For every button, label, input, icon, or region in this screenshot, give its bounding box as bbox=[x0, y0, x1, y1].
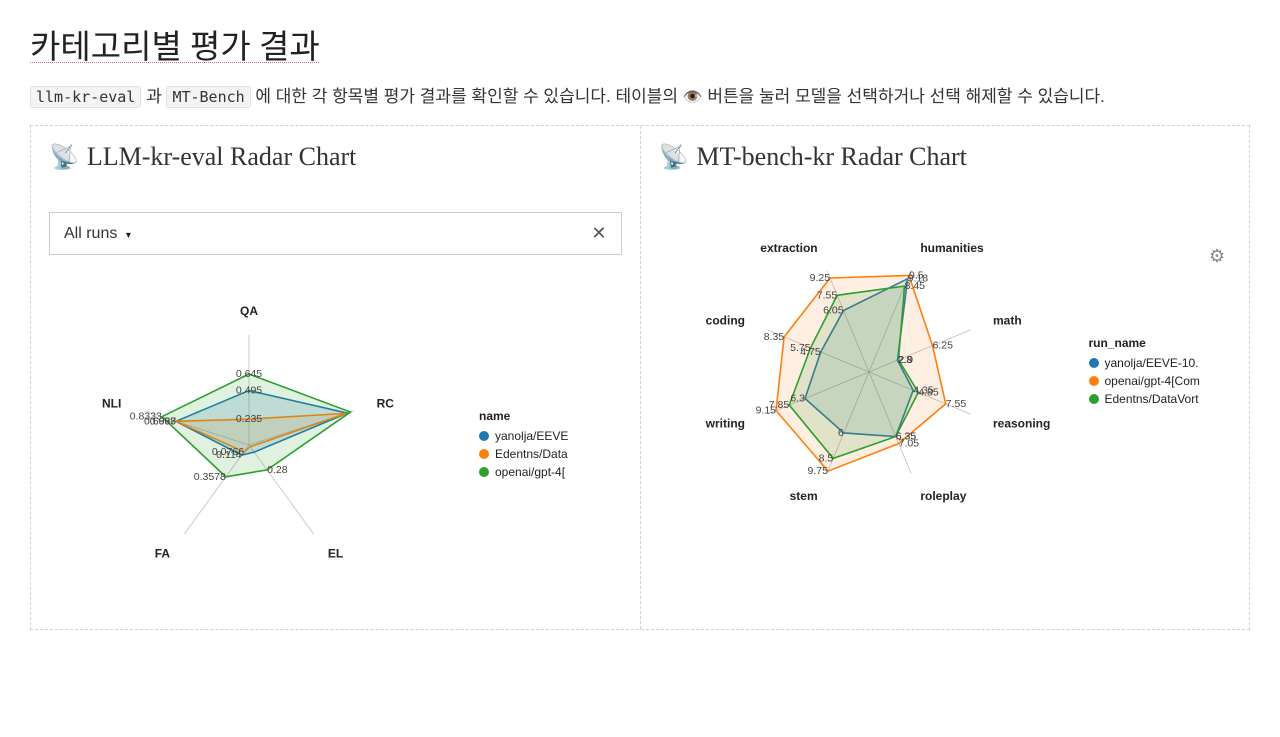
svg-text:9.18: 9.18 bbox=[907, 273, 928, 285]
legend-item[interactable]: openai/gpt-4[Com bbox=[1089, 372, 1200, 390]
subtitle-text: 에 대한 각 항목별 평가 결과를 확인할 수 있습니다. 테이블의 bbox=[251, 87, 683, 106]
legend-color-dot bbox=[1089, 394, 1099, 404]
right-panel-title: 📡 MT-bench-kr Radar Chart bbox=[659, 142, 1232, 172]
svg-text:reasoning: reasoning bbox=[992, 416, 1049, 430]
legend-color-dot bbox=[1089, 376, 1099, 386]
svg-text:7.55: 7.55 bbox=[945, 398, 966, 410]
svg-text:7.55: 7.55 bbox=[816, 289, 837, 301]
svg-text:0.6967: 0.6967 bbox=[144, 415, 176, 427]
legend-label: Edentns/Data bbox=[495, 445, 568, 463]
right-chart-wrap: humanities math reasoning roleplay stem writi… bbox=[659, 212, 1232, 532]
svg-text:0.3578: 0.3578 bbox=[194, 471, 226, 483]
svg-text:2.8: 2.8 bbox=[897, 354, 912, 366]
legend-color-dot bbox=[479, 431, 489, 441]
svg-text:stem: stem bbox=[789, 489, 817, 503]
right-panel: 📡 MT-bench-kr Radar Chart ⚙ humanities ma… bbox=[640, 126, 1250, 629]
svg-text:6.35: 6.35 bbox=[895, 431, 916, 443]
selector-label: All runs bbox=[64, 225, 117, 242]
svg-text:NLI: NLI bbox=[102, 397, 121, 411]
svg-text:0.114: 0.114 bbox=[216, 449, 242, 461]
svg-text:writing: writing bbox=[704, 416, 744, 430]
legend-item[interactable]: openai/gpt-4[ bbox=[479, 463, 568, 481]
svg-text:7.85: 7.85 bbox=[768, 399, 789, 411]
legend-item[interactable]: yanolja/EEVE-10. bbox=[1089, 354, 1200, 372]
clear-icon[interactable]: ✕ bbox=[591, 223, 606, 244]
chevron-down-icon: ▾ bbox=[126, 230, 131, 241]
legend-color-dot bbox=[479, 467, 489, 477]
legend-color-dot bbox=[1089, 358, 1099, 368]
legend-item[interactable]: yanolja/EEVE bbox=[479, 427, 568, 445]
code-mt-bench: MT-Bench bbox=[166, 86, 250, 108]
left-chart-wrap: QARCELFANLI0.2350.4950.6450.280.35780.07… bbox=[49, 285, 622, 605]
svg-text:0.645: 0.645 bbox=[236, 368, 262, 380]
legend-title: run_name bbox=[1089, 336, 1200, 350]
svg-text:FA: FA bbox=[155, 547, 171, 561]
satellite-icon: 📡 bbox=[49, 143, 79, 172]
svg-text:RC: RC bbox=[377, 397, 395, 411]
legend-label: openai/gpt-4[Com bbox=[1105, 372, 1200, 390]
svg-text:0.28: 0.28 bbox=[267, 464, 288, 476]
svg-text:6.05: 6.05 bbox=[823, 305, 844, 317]
left-panel: 📡 LLM-kr-eval Radar Chart All runs ▾ ✕ Q… bbox=[31, 126, 640, 629]
legend-label: Edentns/DataVort bbox=[1105, 390, 1199, 408]
svg-text:extraction: extraction bbox=[760, 241, 817, 255]
legend-label: yanolja/EEVE-10. bbox=[1105, 354, 1199, 372]
svg-text:EL: EL bbox=[328, 547, 343, 561]
svg-text:4.35: 4.35 bbox=[913, 384, 934, 396]
svg-text:8.35: 8.35 bbox=[763, 331, 784, 343]
subtitle-text: 과 bbox=[141, 87, 166, 106]
eye-icon: 👁️ bbox=[683, 89, 703, 106]
right-panel-title-text: MT-bench-kr Radar Chart bbox=[696, 142, 967, 172]
legend-color-dot bbox=[479, 449, 489, 459]
svg-text:9.75: 9.75 bbox=[807, 465, 828, 477]
svg-text:6.25: 6.25 bbox=[932, 340, 953, 352]
svg-text:9.25: 9.25 bbox=[809, 272, 830, 284]
svg-text:roleplay: roleplay bbox=[920, 489, 966, 503]
left-panel-title-text: LLM-kr-eval Radar Chart bbox=[87, 142, 356, 172]
page-subtitle: llm-kr-eval 과 MT-Bench 에 대한 각 항목별 평가 결과를… bbox=[30, 82, 1250, 107]
subtitle-text: 버튼을 눌러 모델을 선택하거나 선택 해제할 수 있습니다. bbox=[703, 87, 1105, 106]
left-panel-title: 📡 LLM-kr-eval Radar Chart bbox=[49, 142, 622, 172]
svg-text:0.235: 0.235 bbox=[236, 413, 262, 425]
runs-selector[interactable]: All runs ▾ ✕ bbox=[49, 212, 622, 255]
legend-title: name bbox=[479, 409, 568, 423]
svg-text:humanities: humanities bbox=[920, 241, 984, 255]
svg-text:6.3: 6.3 bbox=[790, 393, 805, 405]
svg-text:QA: QA bbox=[240, 304, 258, 318]
svg-text:coding: coding bbox=[705, 314, 744, 328]
legend-item[interactable]: Edentns/Data bbox=[479, 445, 568, 463]
legend-label: openai/gpt-4[ bbox=[495, 463, 565, 481]
svg-text:4.75: 4.75 bbox=[800, 346, 821, 358]
gear-icon[interactable]: ⚙ bbox=[1209, 246, 1225, 267]
svg-text:6: 6 bbox=[837, 427, 843, 439]
legend-label: yanolja/EEVE bbox=[495, 427, 568, 445]
left-radar-chart: QARCELFANLI0.2350.4950.6450.280.35780.07… bbox=[49, 285, 469, 605]
legend-item[interactable]: Edentns/DataVort bbox=[1089, 390, 1200, 408]
svg-text:0.495: 0.495 bbox=[236, 385, 262, 397]
panels-container: 📡 LLM-kr-eval Radar Chart All runs ▾ ✕ Q… bbox=[30, 125, 1250, 630]
left-legend: name yanolja/EEVEEdentns/Dataopenai/gpt-4… bbox=[479, 409, 568, 481]
right-radar-chart: humanities math reasoning roleplay stem writi… bbox=[659, 212, 1079, 532]
svg-text:8.5: 8.5 bbox=[818, 452, 833, 464]
satellite-icon: 📡 bbox=[659, 143, 689, 172]
svg-text:math: math bbox=[992, 314, 1021, 328]
page-title: 카테고리별 평가 결과 bbox=[30, 20, 1250, 68]
right-legend: run_name yanolja/EEVE-10.openai/gpt-4[Com… bbox=[1089, 336, 1200, 408]
code-llm-kr-eval: llm-kr-eval bbox=[30, 86, 141, 108]
